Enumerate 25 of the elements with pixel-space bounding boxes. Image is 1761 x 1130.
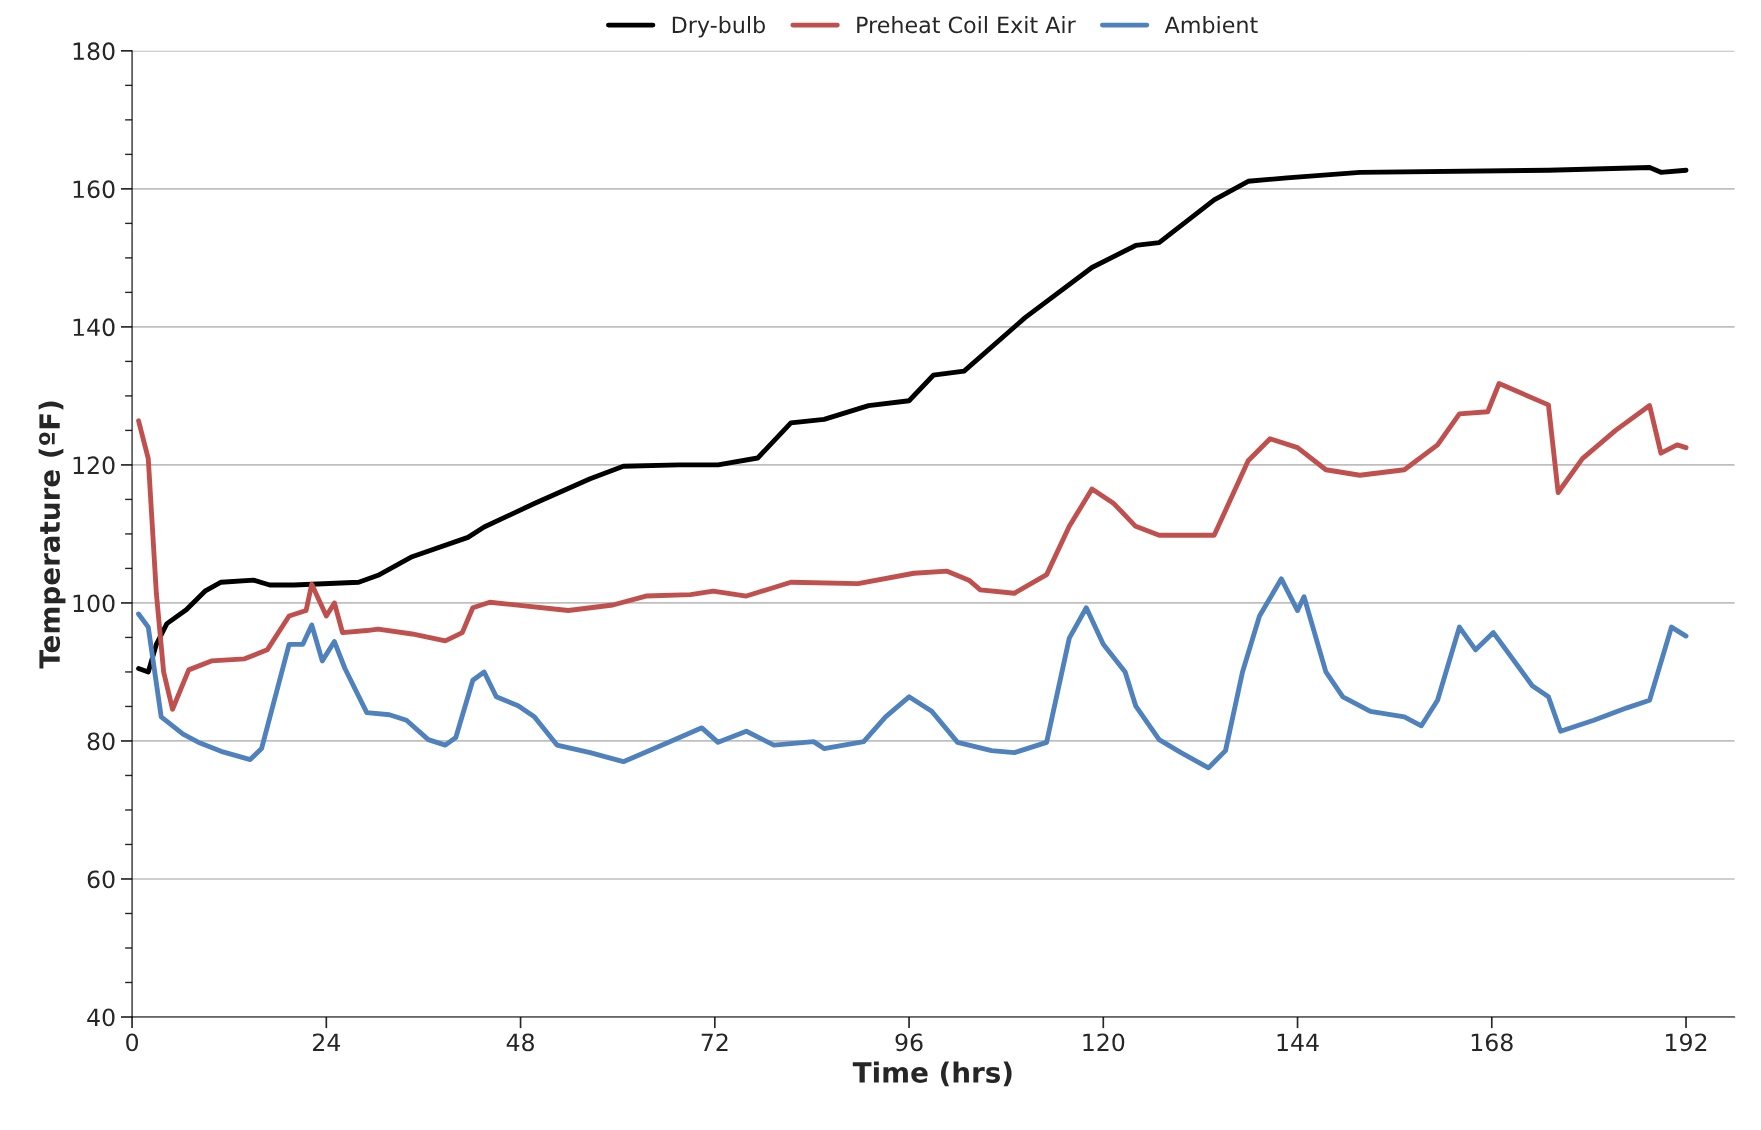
y-tick-label: 120 [73, 456, 115, 475]
legend-label: Preheat Coil Exit Air [857, 16, 1076, 34]
line-series [136, 576, 1689, 771]
y-tick-label: 180 [73, 42, 115, 61]
x-tick-label: 96 [895, 1033, 923, 1052]
y-tick-label: 140 [73, 318, 115, 337]
y-tick-label: 40 [87, 1008, 115, 1027]
x-tick-label: 0 [126, 1033, 139, 1052]
y-axis-title: Temperature (ºF) [38, 401, 66, 669]
x-tick-label: 168 [1471, 1033, 1513, 1052]
x-tick-label: 192 [1666, 1033, 1707, 1052]
x-tick-label: 120 [1083, 1033, 1125, 1052]
legend-label: Ambient [1164, 16, 1258, 34]
y-tick-label: 100 [73, 594, 115, 613]
line-series [136, 165, 1689, 675]
x-axis-title: Time (hrs) [852, 1061, 1012, 1087]
line-series [136, 381, 1689, 712]
x-tick-label: 144 [1277, 1033, 1319, 1051]
y-tick-label: 80 [87, 732, 115, 751]
y-tick-label: 160 [73, 180, 115, 199]
y-tick-label: 60 [87, 870, 115, 889]
legend-label: Dry-bulb [672, 16, 765, 38]
x-tick-label: 24 [313, 1033, 341, 1051]
x-tick-label: 48 [506, 1033, 534, 1052]
x-tick-label: 72 [701, 1033, 728, 1051]
